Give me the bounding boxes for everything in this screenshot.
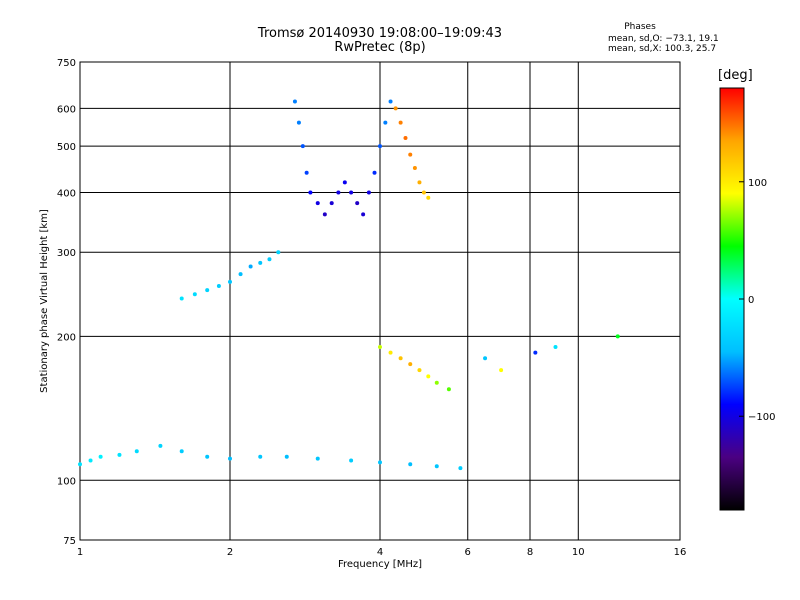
x-tick-label: 1 xyxy=(77,547,83,558)
data-point xyxy=(98,454,103,459)
data-point xyxy=(296,120,301,125)
data-point xyxy=(158,443,163,448)
colorbar-tick-label: −100 xyxy=(748,412,775,423)
data-point xyxy=(383,120,388,125)
x-tick-label: 8 xyxy=(527,547,533,558)
y-tick-label: 500 xyxy=(57,142,76,153)
colorbar-label: [deg] xyxy=(718,68,753,83)
data-point xyxy=(179,296,184,301)
data-point xyxy=(349,458,354,463)
data-point xyxy=(398,120,403,125)
colorbar-tick-label: 0 xyxy=(748,295,754,306)
data-point xyxy=(446,387,451,392)
colorbar-tick-label: 100 xyxy=(748,178,767,189)
data-point xyxy=(366,190,371,195)
data-point xyxy=(372,170,377,175)
data-point xyxy=(248,264,253,269)
colorbar-ticks: 100 0 −100 xyxy=(739,178,775,423)
data-point xyxy=(192,292,197,297)
y-axis-label: Stationary phase Virtual Height [km] xyxy=(39,209,50,393)
phase-stats-o: mean, sd,O: −73.1, 19.1 xyxy=(608,34,719,44)
data-point xyxy=(361,212,366,217)
data-point xyxy=(426,374,431,379)
x-tick-label: 6 xyxy=(465,547,471,558)
data-point xyxy=(276,250,281,255)
data-point xyxy=(304,170,309,175)
data-point xyxy=(284,454,289,459)
x-axis-label: Frequency [MHz] xyxy=(338,559,422,570)
x-tick-label: 4 xyxy=(377,547,383,558)
data-point xyxy=(205,288,210,293)
data-point xyxy=(238,272,243,277)
phase-stats-x: mean, sd,X: 100.3, 25.7 xyxy=(608,44,717,54)
data-point xyxy=(228,456,232,461)
data-points xyxy=(78,99,620,471)
data-point xyxy=(322,212,327,217)
y-tick-label: 400 xyxy=(57,188,76,199)
x-tick-label: 2 xyxy=(227,547,233,558)
y-tick-label: 750 xyxy=(57,58,76,69)
data-point xyxy=(398,356,403,361)
data-point xyxy=(421,190,426,195)
data-point xyxy=(355,201,360,206)
data-point xyxy=(134,449,139,454)
x-axis-ticks: 1 2 4 6 8 10 16 xyxy=(77,547,687,558)
data-point xyxy=(434,464,439,469)
data-point xyxy=(417,180,422,185)
data-point xyxy=(388,99,393,104)
y-tick-label: 100 xyxy=(57,476,76,487)
data-point xyxy=(308,190,313,195)
data-point xyxy=(458,466,463,471)
y-tick-label: 300 xyxy=(57,248,76,259)
data-point xyxy=(499,368,504,373)
data-point xyxy=(408,362,413,367)
data-point xyxy=(315,201,320,206)
data-point xyxy=(267,257,272,262)
data-point xyxy=(78,462,82,467)
y-tick-label: 75 xyxy=(63,536,76,547)
data-point xyxy=(228,279,232,284)
data-point xyxy=(258,260,263,265)
data-point xyxy=(408,462,413,467)
y-tick-label: 200 xyxy=(57,332,76,343)
data-point xyxy=(292,99,297,104)
chart-title-line1: Tromsø 20140930 19:08:00–19:09:43 xyxy=(257,26,503,41)
data-point xyxy=(408,152,413,157)
data-point xyxy=(533,350,538,355)
data-point xyxy=(117,452,122,457)
data-point xyxy=(336,190,341,195)
data-point xyxy=(483,356,488,361)
x-tick-label: 16 xyxy=(674,547,687,558)
data-point xyxy=(615,334,620,339)
data-point xyxy=(417,368,422,373)
x-tick-label: 10 xyxy=(572,547,585,558)
data-point xyxy=(300,144,305,149)
data-point xyxy=(315,456,320,461)
data-point xyxy=(342,180,347,185)
data-point xyxy=(216,283,221,288)
data-point xyxy=(426,195,431,200)
y-axis-ticks: 75 100 200 300 400 500 600 750 xyxy=(57,58,76,547)
data-point xyxy=(553,345,558,350)
data-point xyxy=(378,345,382,350)
data-point xyxy=(329,201,334,206)
data-point xyxy=(388,350,393,355)
data-point xyxy=(403,136,408,141)
y-tick-label: 600 xyxy=(57,104,76,115)
phase-stats-title: Phases xyxy=(624,22,656,32)
data-point xyxy=(258,454,263,459)
data-point xyxy=(434,380,439,385)
data-point xyxy=(179,449,184,454)
data-point xyxy=(393,106,398,111)
data-point xyxy=(88,458,93,463)
chart-title-line2: RwPretec (8p) xyxy=(334,40,426,55)
data-point xyxy=(349,190,354,195)
data-point xyxy=(378,144,382,149)
data-point xyxy=(205,454,210,459)
data-point xyxy=(412,166,417,171)
data-point xyxy=(378,460,382,465)
